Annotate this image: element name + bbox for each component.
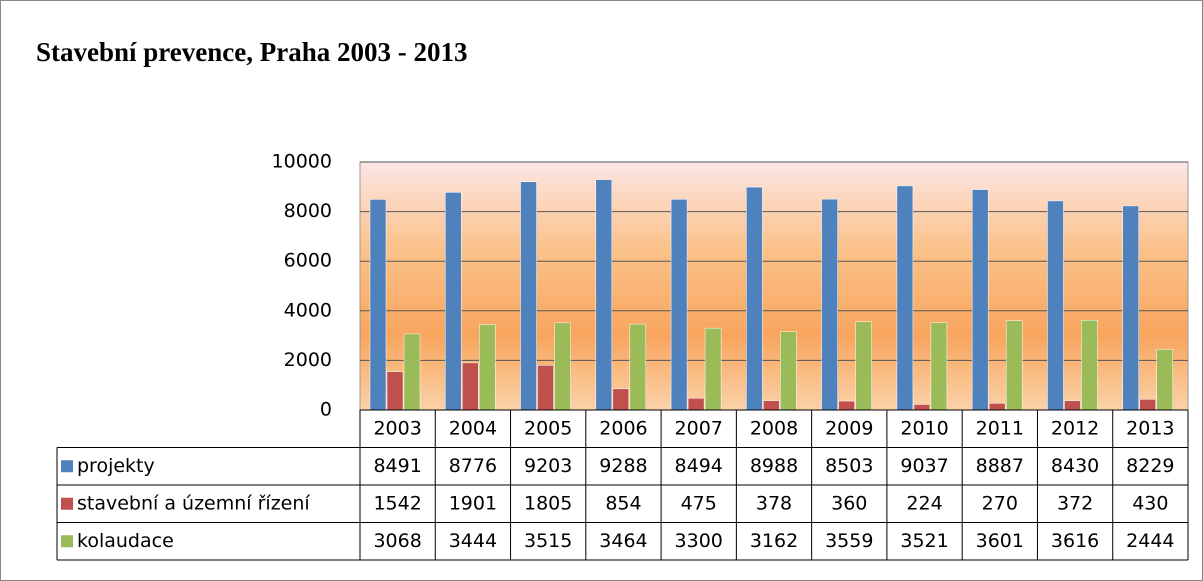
legend-swatch [61, 460, 73, 473]
table-cell: 360 [831, 492, 867, 514]
table-cell: 3601 [976, 530, 1024, 552]
table-cell: 475 [681, 492, 717, 514]
table-cell: 3464 [599, 530, 647, 552]
table-cell: 8229 [1126, 455, 1174, 477]
x-tick-label: 2013 [1126, 417, 1174, 439]
table-cell: 3559 [825, 530, 873, 552]
table-cell: 8494 [675, 455, 723, 477]
table-cell: 2444 [1126, 530, 1174, 552]
bar [520, 181, 537, 411]
bar [838, 400, 855, 411]
bar [1139, 399, 1156, 411]
bar [913, 404, 931, 411]
table-cell: 430 [1132, 492, 1168, 514]
table-cell: 3300 [675, 530, 723, 552]
x-tick-label: 2005 [524, 417, 572, 439]
table-cell: 8491 [373, 455, 421, 477]
table-cell: 8503 [825, 455, 873, 477]
table-cell: 8988 [750, 455, 798, 477]
table-cell: 8776 [449, 455, 497, 477]
bar [1047, 200, 1064, 411]
bar [1081, 320, 1098, 411]
legend-label: projekty [77, 455, 155, 477]
legend-label: kolaudace [77, 530, 174, 552]
legend-swatch [61, 497, 73, 510]
bar [1064, 400, 1081, 411]
bar [930, 322, 948, 411]
bar [554, 322, 571, 411]
x-tick-label: 2003 [373, 417, 421, 439]
y-tick-label: 2000 [284, 349, 332, 371]
legend-swatch [61, 535, 73, 548]
bar [670, 199, 688, 411]
bar [1156, 349, 1173, 411]
table-cell: 854 [605, 492, 641, 514]
y-tick-label: 0 [320, 399, 332, 421]
table-cell: 1901 [449, 492, 497, 514]
table-cell: 372 [1057, 492, 1093, 514]
x-tick-label: 2012 [1051, 417, 1099, 439]
x-tick-label: 2004 [449, 417, 497, 439]
bar [763, 400, 780, 411]
bar [445, 192, 462, 411]
table-cell: 9288 [599, 455, 647, 477]
table-cell: 8887 [976, 455, 1024, 477]
bar [479, 324, 496, 411]
bar [1005, 320, 1023, 411]
table-cell: 9037 [900, 455, 948, 477]
table-cell: 3444 [449, 530, 497, 552]
legend-label: stavební a územní řízení [77, 492, 310, 514]
x-tick-label: 2010 [900, 417, 948, 439]
table-cell: 270 [982, 492, 1018, 514]
bar [403, 333, 421, 411]
bar [704, 327, 722, 411]
x-tick-label: 2006 [599, 417, 647, 439]
bar [1122, 205, 1139, 411]
y-tick-label: 10000 [272, 151, 332, 173]
bar [855, 321, 872, 411]
table-cell: 1542 [373, 492, 421, 514]
table-cell: 8430 [1051, 455, 1099, 477]
chart-title: Stavební prevence, Praha 2003 - 2013 [36, 37, 467, 67]
bar [537, 364, 554, 411]
y-tick-label: 6000 [284, 250, 332, 272]
x-tick-label: 2011 [976, 417, 1024, 439]
x-tick-label: 2009 [825, 417, 873, 439]
y-tick-label: 8000 [284, 200, 332, 222]
bar [746, 186, 763, 411]
bar [821, 198, 838, 411]
table-cell: 9203 [524, 455, 572, 477]
x-tick-label: 2007 [675, 417, 723, 439]
table-cell: 3515 [524, 530, 572, 552]
table-cell: 3068 [373, 530, 421, 552]
bar [386, 371, 404, 411]
bar [988, 403, 1006, 411]
table-cell: 3162 [750, 530, 798, 552]
bar [369, 199, 387, 411]
bar [629, 323, 647, 411]
bar [462, 362, 479, 411]
table-cell: 224 [906, 492, 942, 514]
y-tick-label: 4000 [284, 299, 332, 321]
table-cell: 378 [756, 492, 792, 514]
bar [595, 179, 613, 411]
bar [896, 185, 914, 411]
table-cell: 1805 [524, 492, 572, 514]
x-tick-label: 2008 [750, 417, 798, 439]
bar [687, 397, 705, 411]
table-cell: 3521 [900, 530, 948, 552]
bar [612, 388, 630, 411]
bar [971, 189, 989, 411]
table-cell: 3616 [1051, 530, 1099, 552]
bar [780, 331, 797, 411]
